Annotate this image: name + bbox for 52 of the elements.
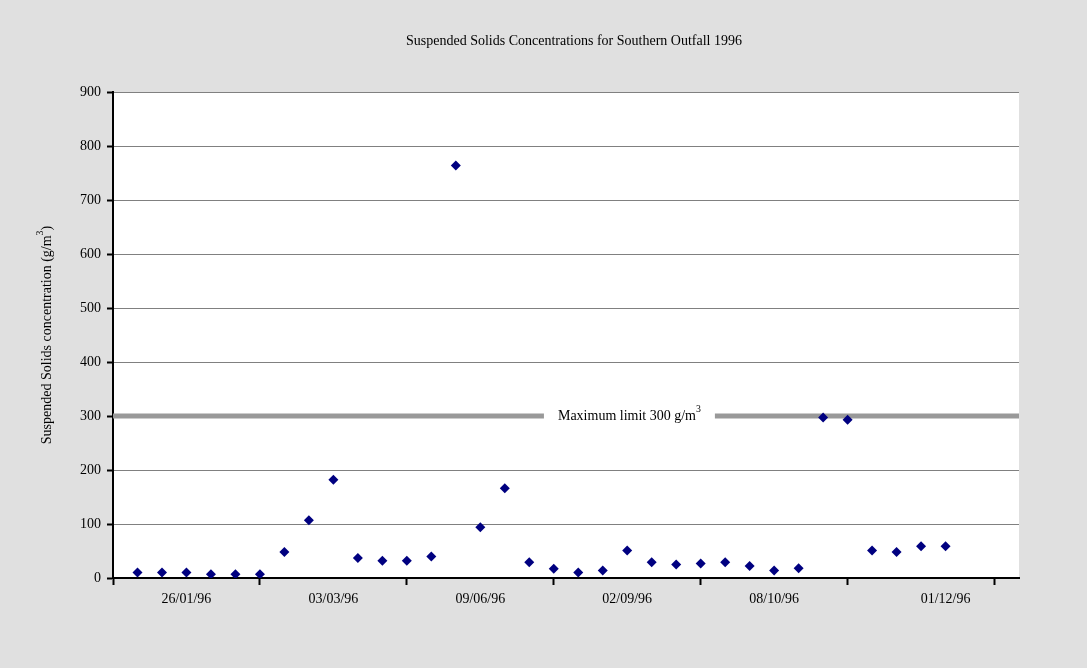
point: [867, 545, 878, 556]
point: [181, 567, 192, 578]
point: [769, 565, 780, 576]
x-tick-label: 26/01/96: [161, 591, 212, 607]
x-tick-label: 03/03/96: [308, 591, 359, 607]
x-tick-label: 01/12/96: [920, 591, 971, 607]
point: [744, 561, 755, 572]
point: [328, 474, 339, 485]
point: [573, 567, 584, 578]
chart-title: Suspended Solids Concentrations for Southern Outfall 1996: [406, 32, 742, 48]
point: [401, 555, 412, 566]
point: [720, 557, 731, 568]
point: [377, 555, 388, 566]
y-tick-label: 0: [94, 569, 101, 585]
y-tick-label: 700: [80, 191, 101, 207]
point: [597, 565, 608, 576]
point: [475, 522, 486, 533]
point: [303, 515, 314, 526]
point: [156, 567, 167, 578]
point: [818, 412, 829, 423]
y-tick-label: 300: [80, 407, 101, 423]
point: [426, 551, 437, 562]
point: [793, 563, 804, 574]
y-axis-title: Suspended Solids concentration (g/m3): [34, 225, 55, 445]
y-tick-label: 900: [80, 83, 101, 99]
y-tick-label: 400: [80, 353, 101, 369]
point: [230, 569, 241, 578]
point: [279, 547, 290, 558]
point: [524, 557, 535, 568]
y-tick-label: 600: [80, 245, 101, 261]
point: [132, 567, 143, 578]
point: [548, 563, 559, 574]
point: [891, 547, 902, 558]
point: [254, 569, 265, 578]
point: [622, 545, 633, 556]
y-tick-label: 800: [80, 137, 101, 153]
point: [205, 569, 216, 578]
point: [940, 541, 951, 552]
point: [671, 559, 682, 570]
point: [499, 483, 510, 494]
y-tick-label: 500: [80, 299, 101, 315]
y-tick-label: 100: [80, 515, 101, 531]
point: [352, 553, 363, 564]
point: [450, 160, 461, 171]
x-tick-label: 09/06/96: [455, 591, 506, 607]
point: [916, 541, 927, 552]
x-tick-label: 02/09/96: [602, 591, 653, 607]
x-tick-label: 08/10/96: [749, 591, 800, 607]
point: [646, 557, 657, 568]
point: [842, 414, 853, 425]
point: [695, 558, 706, 569]
y-tick-label: 200: [80, 461, 101, 477]
